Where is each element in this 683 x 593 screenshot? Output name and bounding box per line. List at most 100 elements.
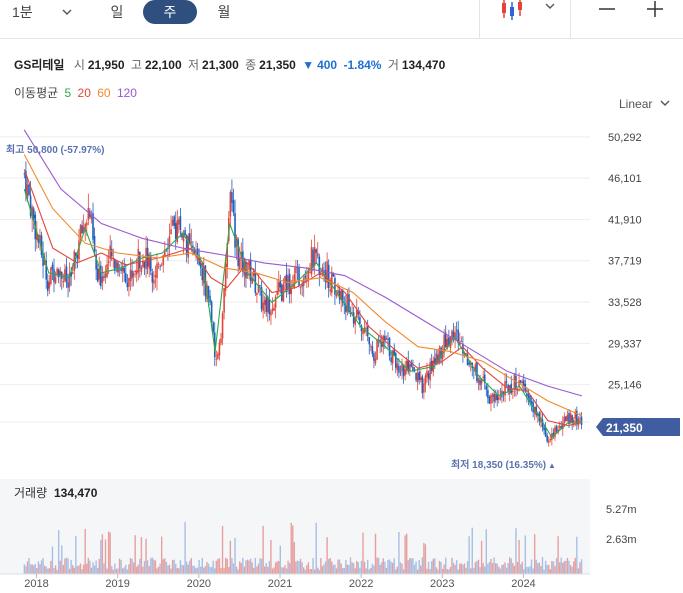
chart-type-button[interactable] bbox=[498, 0, 560, 24]
volume-bar bbox=[470, 568, 472, 574]
candle-body bbox=[574, 411, 577, 419]
tab-daily[interactable]: 일 bbox=[100, 0, 134, 24]
volume-bar bbox=[120, 559, 122, 574]
candle-body bbox=[164, 249, 166, 256]
zoom-in-button[interactable] bbox=[644, 0, 668, 24]
volume-bar bbox=[307, 562, 310, 574]
time-tick-label: 2019 bbox=[105, 578, 129, 590]
volume-bar bbox=[396, 566, 399, 574]
volume-bar bbox=[112, 569, 115, 574]
candle-body bbox=[563, 416, 566, 424]
volume-bar bbox=[70, 559, 72, 574]
volume-bar bbox=[121, 568, 124, 574]
candle-body bbox=[277, 282, 280, 292]
candle-body bbox=[154, 274, 157, 278]
candle-body bbox=[96, 268, 99, 282]
price-change: 400 bbox=[317, 58, 338, 72]
interval-select[interactable]: 1분 bbox=[12, 0, 82, 24]
candle-body bbox=[444, 332, 447, 347]
volume-bar bbox=[480, 540, 483, 574]
volume-bar bbox=[496, 563, 498, 574]
candle-body bbox=[188, 233, 191, 244]
candle-body bbox=[552, 432, 555, 436]
candle-body bbox=[92, 213, 94, 240]
tab-monthly[interactable]: 월 bbox=[207, 0, 241, 24]
candle-body bbox=[249, 259, 252, 281]
candle-body bbox=[146, 247, 149, 267]
candle-body bbox=[107, 261, 110, 263]
volume-bar bbox=[541, 557, 544, 574]
volume-bar bbox=[153, 559, 155, 574]
volume-bar bbox=[352, 563, 355, 574]
volume-bar bbox=[527, 567, 530, 574]
volume-bar bbox=[407, 560, 409, 574]
time-tick-label: 2022 bbox=[349, 578, 373, 590]
candle-body bbox=[65, 266, 68, 283]
volume-bar bbox=[92, 562, 94, 574]
candle-body bbox=[48, 282, 51, 289]
candle-body bbox=[124, 273, 127, 283]
candle-body bbox=[293, 274, 296, 288]
candle-body bbox=[270, 311, 272, 316]
volume-bar bbox=[136, 566, 138, 574]
candle-body bbox=[455, 330, 458, 332]
price-tick-label: 46,101 bbox=[608, 173, 642, 185]
volume-bar bbox=[226, 558, 228, 574]
candle-body bbox=[46, 280, 49, 292]
volume-bar bbox=[282, 567, 285, 574]
close-label: 종 bbox=[245, 58, 257, 72]
volume-bar bbox=[351, 562, 353, 574]
candle-body bbox=[337, 290, 339, 294]
volume-bar bbox=[323, 564, 325, 574]
volume-bar bbox=[482, 563, 484, 574]
candle-body bbox=[327, 264, 330, 289]
volume-bar bbox=[168, 564, 171, 574]
candle-body bbox=[109, 245, 111, 260]
volume-bar bbox=[79, 563, 82, 574]
candle-body bbox=[443, 334, 445, 351]
volume-bar bbox=[435, 567, 438, 574]
volume-bar bbox=[549, 569, 551, 574]
candle-body bbox=[170, 229, 172, 235]
volume-bar bbox=[81, 569, 83, 574]
volume-bar bbox=[76, 565, 79, 574]
candle-body bbox=[463, 353, 466, 356]
candle-body bbox=[561, 422, 564, 430]
candle-body bbox=[104, 273, 107, 278]
tab-weekly[interactable]: 주 bbox=[143, 0, 197, 24]
volume-bar bbox=[151, 557, 154, 574]
candle-body bbox=[213, 332, 216, 358]
volume-bar bbox=[256, 566, 258, 574]
volume-bar bbox=[402, 569, 405, 574]
candle-body bbox=[185, 235, 188, 255]
candle-body bbox=[483, 374, 486, 384]
volume-bar bbox=[346, 564, 349, 574]
candle-body bbox=[179, 216, 182, 231]
candle-body bbox=[404, 368, 406, 376]
candle-body bbox=[223, 288, 225, 313]
candle-body bbox=[554, 427, 556, 438]
scale-mode-select[interactable]: Linear bbox=[619, 97, 670, 111]
candle-body bbox=[365, 328, 367, 330]
volume-bar bbox=[203, 567, 205, 574]
volume-bar bbox=[28, 557, 30, 574]
volume-bar bbox=[560, 557, 562, 574]
volume-bar bbox=[566, 557, 569, 574]
candle-body bbox=[384, 335, 386, 342]
volume-bar bbox=[424, 544, 427, 574]
candle-body bbox=[535, 406, 538, 416]
volume-bar bbox=[577, 568, 580, 574]
candle-body bbox=[120, 268, 122, 271]
candle-body bbox=[448, 337, 450, 346]
candle-body bbox=[546, 435, 548, 442]
volume-bar bbox=[412, 558, 414, 574]
candle-body bbox=[379, 339, 381, 344]
candle-body bbox=[50, 267, 52, 284]
candle-body bbox=[184, 230, 186, 236]
price-tick-label: 50,292 bbox=[608, 132, 642, 144]
volume-bar bbox=[220, 567, 222, 574]
volume-bar bbox=[263, 566, 266, 574]
volume-bar bbox=[268, 560, 271, 574]
zoom-out-button[interactable] bbox=[596, 0, 620, 24]
